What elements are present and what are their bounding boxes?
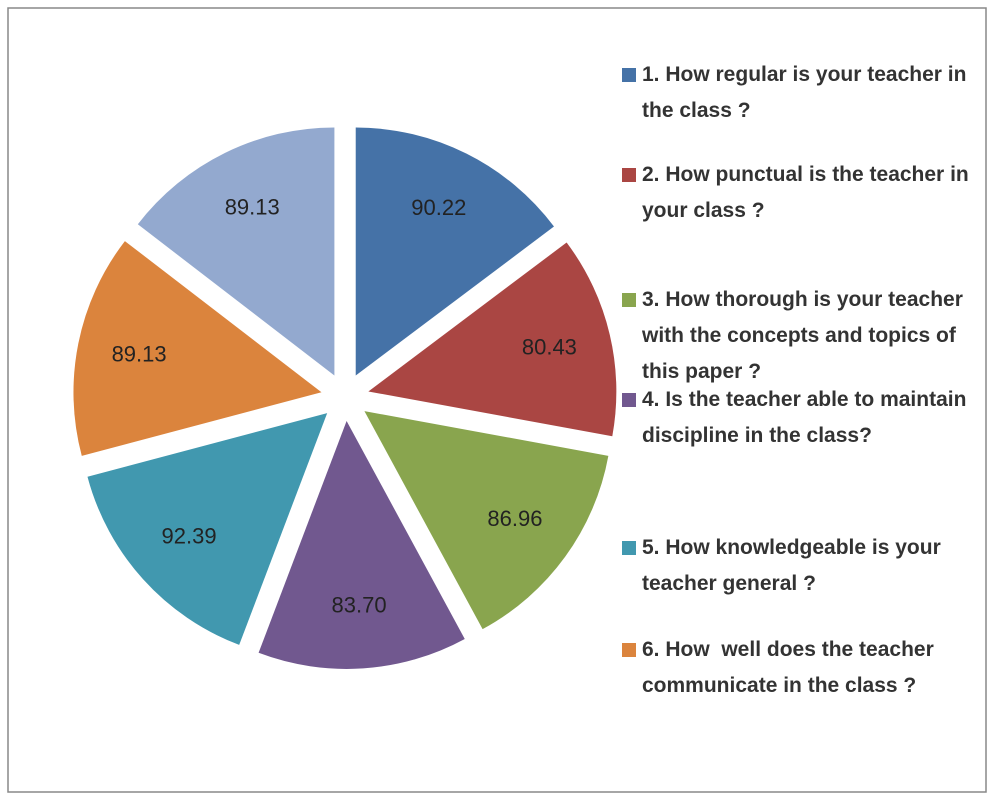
legend-item: 4. Is the teacher able to maintain disci… (622, 382, 972, 454)
legend-item: 6. How well does the teacher communicate… (622, 632, 972, 704)
legend-swatch (622, 541, 636, 555)
legend-swatch (622, 293, 636, 307)
data-label: 83.70 (332, 592, 387, 617)
legend-label: 1. How regular is your teacher in the cl… (642, 63, 973, 122)
pie-slice (73, 241, 322, 456)
pie-slice (364, 411, 609, 630)
data-label: 90.22 (411, 195, 466, 220)
legend-label: 5. How knowledgeable is your teacher gen… (642, 536, 947, 595)
pie-slice (355, 127, 554, 376)
legend-item: 1. How regular is your teacher in the cl… (622, 57, 972, 129)
chart-border (7, 7, 987, 793)
legend-swatch (622, 643, 636, 657)
data-label: 80.43 (522, 335, 577, 360)
legend-item: 5. How knowledgeable is your teacher gen… (622, 530, 972, 602)
legend-label: 2. How punctual is the teacher in your c… (642, 163, 975, 222)
legend-label: 6. How well does the teacher communicate… (642, 638, 940, 697)
data-label: 89.13 (225, 194, 280, 219)
legend-item: 2. How punctual is the teacher in your c… (622, 157, 972, 229)
legend-swatch (622, 168, 636, 182)
data-label: 92.39 (162, 523, 217, 548)
legend-label: 3. How thorough is your teacher with the… (642, 288, 969, 383)
legend-label: 4. Is the teacher able to maintain disci… (642, 388, 973, 447)
pie-slice (137, 127, 335, 376)
legend-item: 3. How thorough is your teacher with the… (622, 282, 972, 390)
pie-slice (87, 413, 328, 645)
data-label: 89.13 (112, 341, 167, 366)
legend-swatch (622, 393, 636, 407)
legend-swatch (622, 68, 636, 82)
data-label: 86.96 (487, 506, 542, 531)
pie-slice (258, 420, 465, 669)
pie-slice (368, 242, 617, 437)
